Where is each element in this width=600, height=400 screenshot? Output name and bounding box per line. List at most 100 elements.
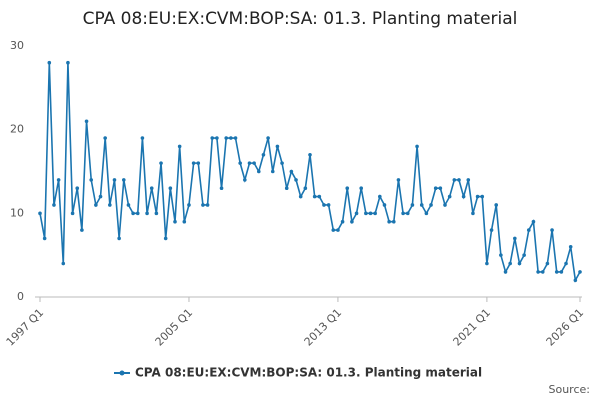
data-point bbox=[289, 169, 294, 174]
data-point bbox=[419, 203, 424, 207]
data-point bbox=[405, 211, 410, 216]
data-point bbox=[354, 211, 359, 216]
data-point bbox=[140, 136, 145, 140]
data-point bbox=[545, 261, 550, 266]
data-point bbox=[559, 270, 564, 274]
data-point bbox=[135, 211, 140, 216]
data-point bbox=[331, 228, 336, 232]
data-point bbox=[243, 178, 247, 182]
data-point bbox=[494, 203, 499, 207]
x-tick-label: 2013 Q1 bbox=[302, 306, 345, 349]
data-point bbox=[345, 186, 350, 191]
data-point bbox=[56, 178, 61, 182]
data-point bbox=[391, 219, 396, 224]
data-point bbox=[573, 278, 578, 283]
x-tick-label: 2021 Q1 bbox=[451, 306, 494, 349]
data-point bbox=[489, 228, 494, 232]
data-point bbox=[387, 219, 391, 224]
data-point bbox=[98, 194, 103, 199]
data-point bbox=[80, 228, 84, 232]
data-point bbox=[401, 211, 405, 216]
data-point bbox=[457, 178, 461, 182]
data-point bbox=[475, 194, 480, 199]
data-point bbox=[280, 161, 284, 165]
data-point bbox=[219, 186, 224, 191]
data-point bbox=[466, 178, 471, 182]
data-point bbox=[145, 211, 149, 216]
y-tick-label: 10 bbox=[10, 206, 24, 219]
data-point bbox=[275, 144, 280, 149]
data-point bbox=[229, 136, 233, 140]
y-tick-label: 20 bbox=[10, 123, 24, 136]
data-point bbox=[163, 236, 168, 241]
data-point bbox=[499, 253, 503, 257]
data-point bbox=[415, 144, 419, 149]
data-point bbox=[578, 270, 582, 274]
data-point bbox=[284, 186, 289, 191]
data-point bbox=[550, 228, 554, 232]
source: Source: bbox=[549, 383, 591, 396]
data-point bbox=[42, 236, 47, 241]
data-point bbox=[126, 203, 131, 207]
data-point bbox=[256, 169, 261, 174]
data-point bbox=[447, 194, 452, 199]
data-point bbox=[471, 211, 475, 216]
data-point bbox=[378, 194, 382, 199]
data-point bbox=[177, 144, 182, 149]
data-point bbox=[270, 169, 275, 174]
data-point bbox=[568, 245, 573, 249]
data-point bbox=[322, 203, 326, 207]
data-point bbox=[191, 161, 196, 165]
data-point bbox=[438, 186, 443, 191]
data-point bbox=[433, 186, 438, 191]
x-tick-label: 2026 Q1 bbox=[544, 306, 587, 349]
data-point bbox=[233, 136, 238, 140]
data-point bbox=[108, 203, 112, 207]
data-point bbox=[308, 152, 312, 157]
data-point bbox=[149, 186, 154, 191]
data-point bbox=[526, 228, 531, 232]
data-point bbox=[70, 211, 75, 216]
data-point bbox=[508, 261, 512, 266]
data-point bbox=[247, 161, 252, 165]
data-point bbox=[522, 253, 526, 257]
data-point bbox=[373, 211, 377, 216]
data-point bbox=[205, 203, 210, 207]
data-point bbox=[201, 203, 205, 207]
data-point bbox=[303, 186, 308, 191]
series-line bbox=[39, 62, 581, 283]
data-point bbox=[443, 203, 447, 207]
data-point bbox=[89, 178, 94, 182]
y-tick-label: 30 bbox=[10, 39, 24, 52]
data-point bbox=[554, 270, 559, 274]
data-point bbox=[187, 203, 191, 207]
data-point bbox=[47, 60, 52, 65]
data-point bbox=[564, 261, 568, 266]
data-point bbox=[131, 211, 135, 216]
data-point bbox=[238, 161, 242, 165]
legend-marker bbox=[119, 370, 125, 376]
data-point bbox=[75, 186, 80, 191]
data-point bbox=[66, 60, 70, 65]
data-point bbox=[517, 261, 522, 266]
data-point bbox=[424, 211, 429, 216]
data-point bbox=[298, 194, 303, 199]
data-point bbox=[340, 219, 345, 224]
data-point bbox=[531, 219, 536, 224]
data-point bbox=[350, 219, 354, 224]
legend-label: CPA 08:EU:EX:CVM:BOP:SA: 01.3. Planting … bbox=[135, 366, 482, 380]
data-point bbox=[336, 228, 340, 232]
data-point bbox=[368, 211, 373, 216]
data-point bbox=[94, 203, 98, 207]
data-point bbox=[182, 219, 187, 224]
x-tick-label: 1997 Q1 bbox=[4, 306, 47, 349]
data-point bbox=[326, 203, 331, 207]
data-point bbox=[61, 261, 66, 266]
data-point bbox=[210, 136, 215, 140]
data-point bbox=[103, 136, 107, 140]
data-point bbox=[159, 161, 163, 165]
data-point bbox=[317, 194, 322, 199]
data-point bbox=[396, 178, 401, 182]
data-point bbox=[452, 178, 457, 182]
